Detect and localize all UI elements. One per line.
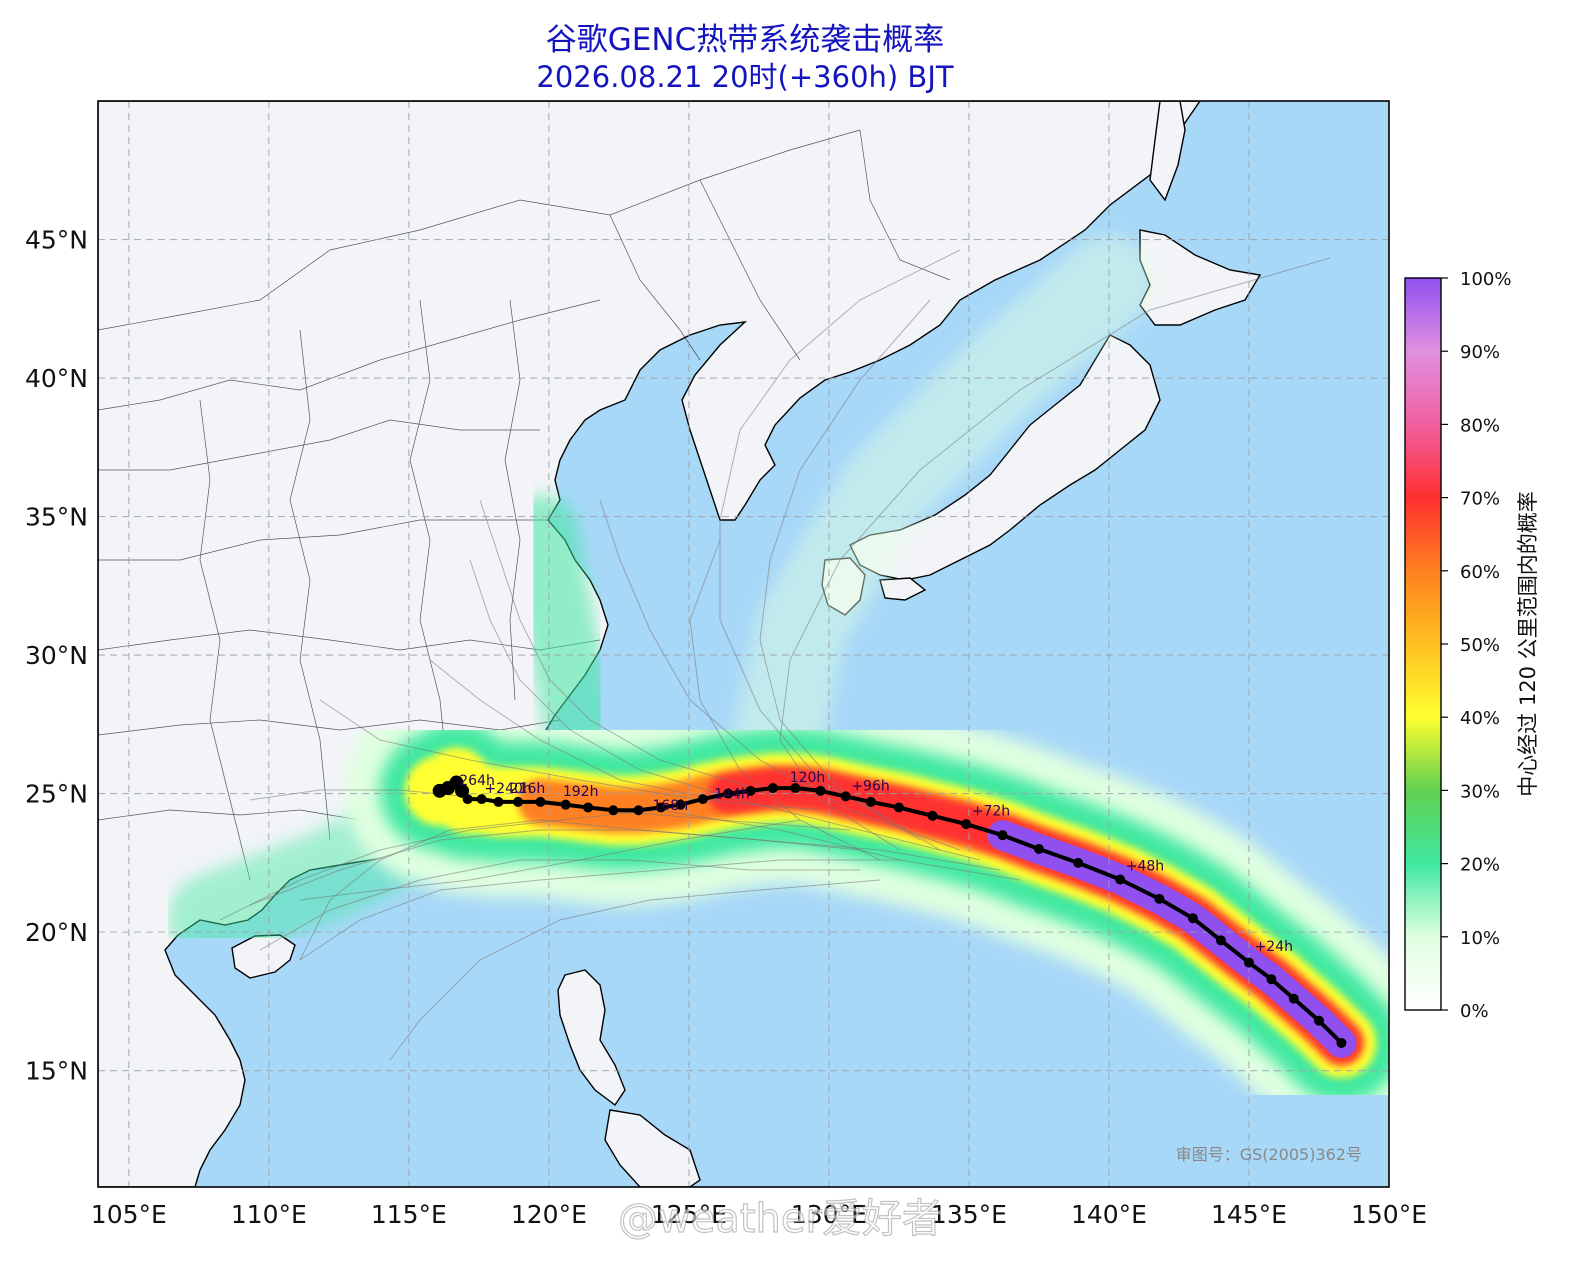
track-point	[583, 802, 594, 813]
track-point	[1288, 993, 1299, 1004]
colorbar-tick-labels: 0% 10% 20% 30% 40% 50% 60% 70% 80% 90% 100%	[1441, 269, 1511, 1022]
track-point	[493, 796, 504, 807]
track-point	[840, 791, 851, 802]
colorbar-tick-label: 80%	[1460, 415, 1500, 436]
swath-branch-korea	[727, 236, 1154, 811]
track-point	[1215, 935, 1226, 946]
track-point	[655, 802, 666, 813]
track-time-label: +72h	[972, 803, 1010, 819]
track-point	[675, 799, 686, 810]
track-time-label: +48h	[1126, 859, 1164, 875]
plot-frame	[97, 100, 1390, 1188]
track-time-label: 264h	[459, 773, 495, 789]
track-point	[723, 788, 734, 799]
track-point	[432, 783, 447, 798]
colorbar-tick-label: 10%	[1460, 928, 1500, 949]
watermark: @weather爱好者	[618, 1196, 942, 1242]
lon-tick-label: 115°E	[371, 1200, 447, 1229]
track-point	[1266, 974, 1277, 985]
track-time-labels: +24h +48h +72h +96h 120h 144h 168h 192h 216h+240…	[459, 770, 1293, 955]
ensemble-tracks	[219, 249, 1331, 1061]
track-time-label: 192h	[563, 784, 599, 800]
latitude-tick-labels: 15°N 20°N 25°N 30°N 35°N 40°N 45°N	[25, 226, 88, 1086]
lon-tick-label: 145°E	[1211, 1200, 1287, 1229]
colorbar-tick-label: 60%	[1460, 562, 1500, 583]
track-time-label: +24h	[1255, 939, 1293, 955]
gridlines	[98, 101, 1389, 1187]
japan-shikoku	[879, 577, 927, 601]
colorbar-tick-label: 40%	[1460, 708, 1500, 729]
lon-tick-label: 125°E	[651, 1200, 727, 1229]
track-point	[767, 783, 778, 794]
longitude-tick-labels: 105°E 110°E 115°E 120°E 125°E 130°E 135°E 140°E…	[91, 1200, 1427, 1229]
lon-tick-label: 150°E	[1351, 1200, 1427, 1229]
track-point	[476, 794, 487, 805]
lon-tick-label: 130°E	[791, 1200, 867, 1229]
lon-tick-label: 110°E	[231, 1200, 307, 1229]
track-point	[927, 810, 938, 821]
japan-honshu	[849, 334, 1161, 581]
track-point	[1073, 857, 1084, 868]
chart-title: 谷歌GENC热带系统袭击概率	[545, 22, 945, 58]
chart-subtitle: 2026.08.21 20时(+360h) BJT	[536, 60, 954, 94]
lat-tick-label: 45°N	[25, 226, 88, 255]
track-point	[1115, 874, 1126, 885]
lon-tick-label: 120°E	[511, 1200, 587, 1229]
track-point	[633, 805, 644, 816]
lon-tick-label: 135°E	[931, 1200, 1007, 1229]
track-point	[893, 802, 904, 813]
colorbar-tick-label: 90%	[1460, 342, 1500, 363]
track-time-label: 144h	[714, 787, 750, 803]
track-point	[1243, 957, 1254, 968]
lon-tick-label: 105°E	[91, 1200, 167, 1229]
track-point	[560, 799, 571, 810]
track-time-label: 120h	[790, 770, 826, 786]
track-point	[608, 805, 619, 816]
track-point	[745, 785, 756, 796]
track-point	[1187, 913, 1198, 924]
track-point	[1313, 1015, 1324, 1026]
lat-tick-label: 35°N	[25, 503, 88, 532]
track-time-label: 216h	[510, 781, 546, 797]
track-point	[697, 794, 708, 805]
colorbar-tick-label: 20%	[1460, 855, 1500, 876]
lat-tick-label: 20°N	[25, 918, 88, 947]
colorbar-tick-label: 100%	[1460, 269, 1511, 290]
track-time-label: 168h	[652, 798, 688, 814]
track-point	[865, 796, 876, 807]
lon-tick-label: 140°E	[1071, 1200, 1147, 1229]
colorbar	[1404, 277, 1442, 1011]
philippines-visayas	[604, 1109, 701, 1187]
lat-tick-label: 40°N	[25, 364, 88, 393]
map-review-number: 审图号：GS(2005)362号	[1176, 1145, 1362, 1164]
lat-tick-label: 15°N	[25, 1057, 88, 1086]
colorbar-tick-label: 70%	[1460, 489, 1500, 510]
colorbar-tick-label: 0%	[1460, 1001, 1489, 1022]
colorbar-tick-label: 30%	[1460, 781, 1500, 802]
sakhalin-island	[1149, 101, 1186, 202]
track-point	[815, 785, 826, 796]
track-point	[1033, 844, 1044, 855]
lat-tick-label: 30°N	[25, 641, 88, 670]
track-point	[535, 796, 546, 807]
mean-track-points	[432, 775, 1347, 1048]
colorbar-label: 中心经过 120 公里范围内的概率	[1516, 491, 1540, 796]
philippines-luzon	[557, 969, 626, 1107]
track-point	[997, 830, 1008, 841]
province-borders	[98, 129, 951, 881]
track-point	[790, 783, 801, 794]
lat-tick-label: 25°N	[25, 780, 88, 809]
track-time-label: +240h	[484, 781, 531, 797]
track-point	[961, 819, 972, 830]
track-time-label: +96h	[851, 778, 889, 794]
track-point	[513, 796, 524, 807]
track-point	[1336, 1037, 1347, 1048]
track-point	[1154, 893, 1165, 904]
colorbar-tick-label: 50%	[1460, 635, 1500, 656]
